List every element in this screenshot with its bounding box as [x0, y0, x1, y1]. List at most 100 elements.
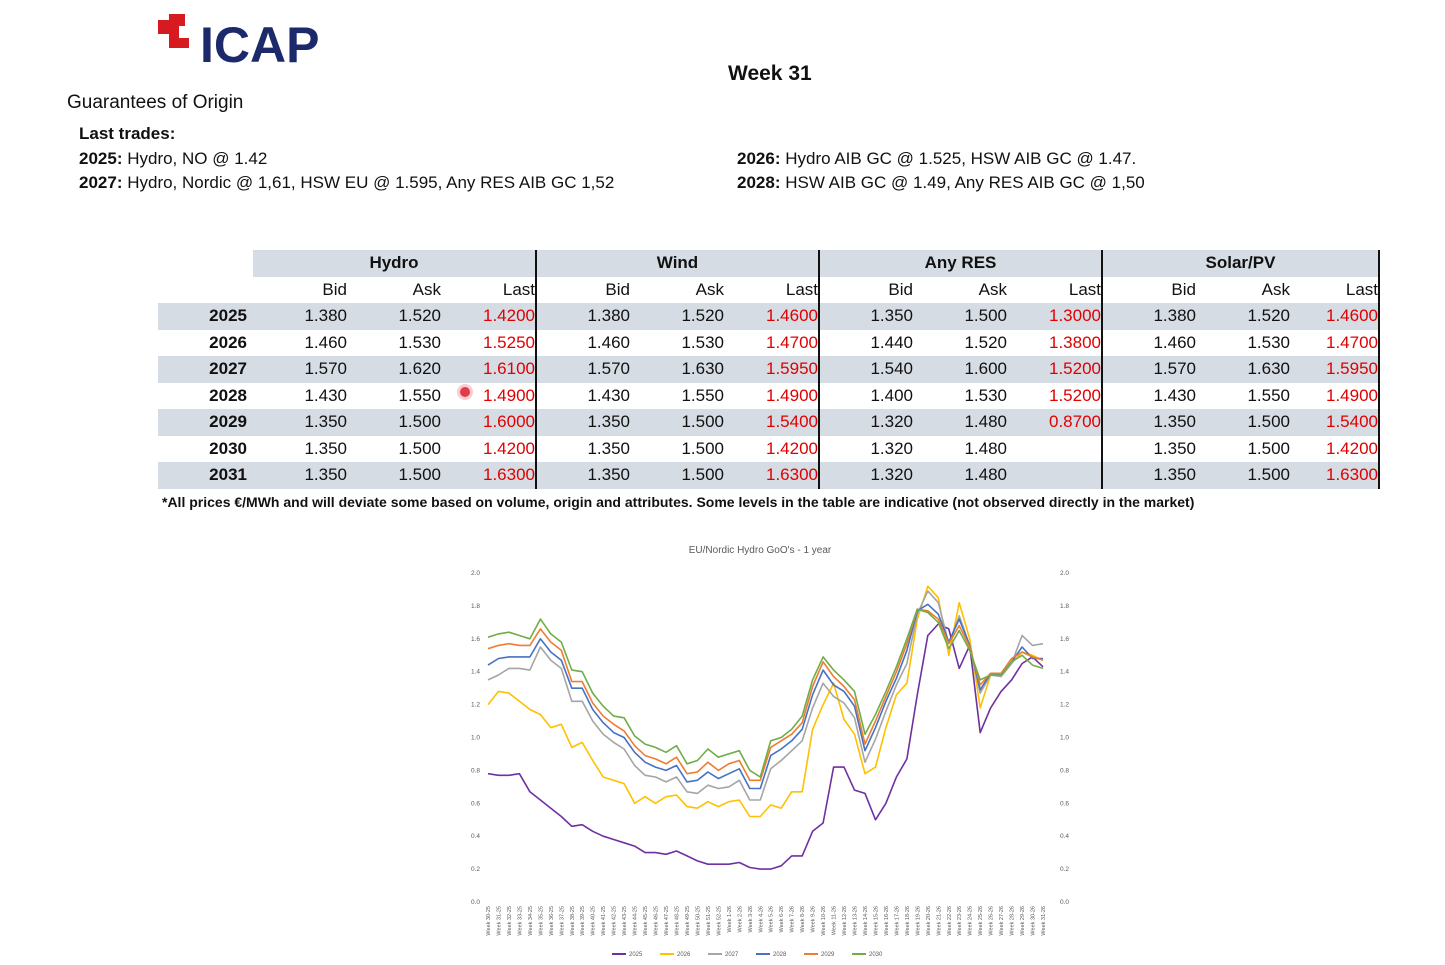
ask-cell: 1.500 [630, 462, 724, 489]
x-tick-label: Week 12-26 [842, 906, 848, 936]
x-tick-label: Week 27-26 [999, 906, 1005, 936]
y-tick-label-right: 1.0 [1060, 735, 1069, 742]
ask-cell: 1.630 [1196, 356, 1290, 383]
bid-cell: 1.350 [536, 409, 630, 436]
bid-cell: 1.460 [304, 332, 347, 352]
group-hydro: Hydro [253, 250, 537, 277]
section-title: Guarantees of Origin [67, 92, 244, 113]
x-tick-label: Week 51-25 [706, 906, 712, 936]
y-tick-label-right: 1.4 [1060, 669, 1069, 676]
x-tick-label: Week 41-25 [601, 906, 607, 936]
x-tick-label: Week 26-26 [989, 906, 995, 936]
table-row: 2030 1.350 1.500 1.4200 1.350 1.500 1.4200 1.32… [158, 435, 1380, 462]
cursor-indicator [460, 387, 470, 397]
y-tick-label-left: 0.6 [471, 800, 480, 807]
last-cell: 1.6300 [724, 462, 820, 489]
ask-cell: 1.630 [630, 356, 724, 383]
col-last: Last [1007, 276, 1103, 303]
icap-logo-mark: ICAP [158, 14, 319, 73]
ask-cell: 1.500 [398, 438, 441, 458]
y-tick-label-right: 1.2 [1060, 702, 1069, 709]
ask-cell: 1.480 [913, 409, 1007, 436]
x-tick-label: Week 45-25 [643, 906, 649, 936]
last-cell [1007, 462, 1103, 489]
x-tick-label: Week 13-26 [853, 906, 859, 936]
x-tick-label: Week 10-26 [821, 906, 827, 936]
ask-cell: 1.500 [1247, 438, 1290, 458]
last-cell: 1.6100 [441, 356, 537, 383]
x-tick-label: Week 18-26 [905, 906, 911, 936]
legend-label-2029: 2029 [821, 952, 835, 958]
table-row: 2025 1.380 1.520 1.4200 1.380 1.520 1.4600 1.35… [158, 303, 1380, 330]
x-tick-label: Week 29-26 [1020, 906, 1026, 936]
row-year: 2026 [209, 332, 247, 352]
last-cell: 1.4900 [1290, 382, 1380, 409]
col-last: Last [441, 276, 537, 303]
bid-cell: 1.570 [253, 356, 347, 383]
y-tick-label-right: 0.0 [1060, 899, 1069, 906]
ask-cell: 1.480 [913, 462, 1007, 489]
last-cell [1007, 435, 1103, 462]
x-tick-label: Week 31-25 [496, 906, 502, 936]
price-table: Hydro Wind Any RES Solar/PV Bid Ask Last… [158, 250, 1380, 489]
ask-cell: 1.500 [913, 303, 1007, 330]
bid-cell: 1.430 [1153, 385, 1196, 405]
trade-2027: 2027: Hydro, Nordic @ 1,61, HSW EU @ 1.5… [79, 173, 615, 192]
bid-cell: 1.350 [1102, 409, 1196, 436]
x-tick-label: Week 5-26 [769, 906, 775, 933]
ask-cell: 1.500 [630, 409, 724, 436]
x-tick-label: Week 4-26 [758, 906, 764, 933]
last-cell: 1.4200 [441, 303, 537, 330]
price-table-body: 2025 1.380 1.520 1.4200 1.380 1.520 1.4600 1.35… [158, 303, 1380, 489]
bid-cell: 1.320 [870, 438, 913, 458]
x-tick-label: Week 49-25 [685, 906, 691, 936]
y-tick-label-right: 0.6 [1060, 800, 1069, 807]
y-tick-label-right: 2.0 [1060, 570, 1069, 577]
table-row: 2029 1.350 1.500 1.6000 1.350 1.500 1.5400 1.32… [158, 409, 1380, 436]
bid-cell: 1.540 [819, 356, 913, 383]
x-tick-label: Week 8-26 [800, 906, 806, 933]
legend-label-2026: 2026 [677, 952, 691, 958]
group-solar-pv: Solar/PV [1102, 250, 1380, 277]
bid-cell: 1.350 [253, 409, 347, 436]
x-tick-label: Week 23-26 [957, 906, 963, 936]
x-tick-label: Week 48-25 [674, 906, 680, 936]
last-cell: 0.8700 [1007, 409, 1103, 436]
ask-cell: 1.480 [964, 438, 1007, 458]
last-cell: 1.6000 [441, 409, 537, 436]
last-trades-heading: Last trades: [79, 124, 176, 143]
week-title: Week 31 [728, 62, 812, 85]
x-tick-label: Week 16-26 [884, 906, 890, 936]
x-tick-label: Week 30-26 [1031, 906, 1037, 936]
last-cell: 1.4700 [1290, 329, 1380, 356]
x-tick-label: Week 46-25 [654, 906, 660, 936]
footnote: *All prices €/MWh and will deviate some … [162, 494, 1195, 510]
y-tick-label-left: 0.4 [471, 833, 480, 840]
last-cell: 1.3800 [1007, 329, 1103, 356]
x-tick-label: Week 21-26 [936, 906, 942, 936]
x-tick-label: Week 2-26 [737, 906, 743, 933]
ask-cell: 1.620 [347, 356, 441, 383]
ask-cell: 1.550 [1247, 385, 1290, 405]
x-tick-label: Week 36-25 [549, 906, 555, 936]
series-line-2028 [487, 603, 1043, 790]
x-tick-label: Week 38-25 [570, 906, 576, 936]
x-tick-label: Week 24-26 [968, 906, 974, 936]
bid-cell: 1.350 [304, 438, 347, 458]
col-ask: Ask [695, 279, 724, 299]
last-cell: 1.4600 [1290, 303, 1380, 330]
y-tick-label-left: 1.6 [471, 636, 480, 643]
ask-cell: 1.520 [630, 303, 724, 330]
col-ask: Ask [412, 279, 441, 299]
x-tick-label: Week 9-26 [811, 906, 817, 933]
bid-cell: 1.380 [536, 303, 630, 330]
last-cell: 1.4900 [441, 382, 537, 409]
bid-cell: 1.570 [1102, 356, 1196, 383]
col-bid: Bid [322, 279, 347, 299]
group-wind: Wind [536, 250, 820, 277]
trade-2026: 2026: Hydro AIB GC @ 1.525, HSW AIB GC @… [737, 149, 1137, 168]
last-cell: 1.5250 [441, 329, 537, 356]
table-row: 2026 1.460 1.530 1.5250 1.460 1.530 1.4700 1.44… [158, 329, 1380, 356]
last-cell: 1.5950 [724, 356, 820, 383]
logo-text: ICAP [200, 17, 319, 73]
